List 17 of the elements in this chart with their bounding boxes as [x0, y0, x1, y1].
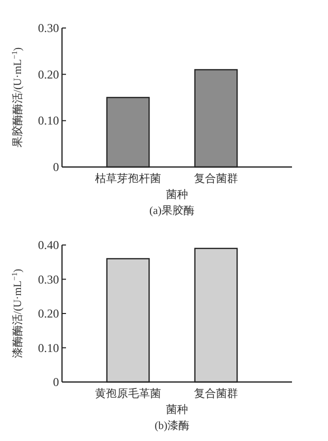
y-tick-label: 0 — [53, 375, 59, 389]
y-tick-label: 0.30 — [38, 272, 59, 286]
y-tick-label: 0.40 — [38, 238, 59, 252]
x-axis-title: 菌种 — [166, 188, 188, 201]
text: (a)果胶酶 — [149, 204, 195, 217]
y-tick-label: 0.10 — [38, 114, 59, 128]
y-tick-label: 0 — [53, 160, 59, 174]
x-tick-label: 枯草芽孢杆菌 — [95, 172, 161, 185]
y-tick-label: 0.30 — [38, 21, 59, 35]
y-tick-label: 0.20 — [38, 67, 59, 82]
y-tick-label: 0.10 — [38, 340, 59, 355]
text: (b)漆酶 — [154, 419, 190, 432]
x-tick-label: 复合菌群 — [194, 172, 238, 185]
x-tick-label: 黄孢原毛革菌 — [95, 387, 161, 400]
x-axis-title: 菌种 — [166, 403, 188, 416]
x-tick-label: 复合菌群 — [194, 387, 238, 400]
y-tick-label: 0.20 — [38, 306, 59, 320]
